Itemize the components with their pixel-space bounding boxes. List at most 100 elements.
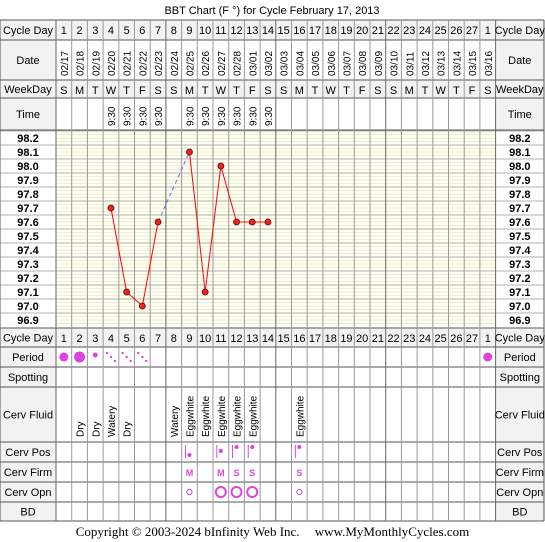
cycle-day-cell: 21 <box>372 25 384 37</box>
cycle-day-cell-2: 11 <box>215 333 226 345</box>
cycle-day-cell-2: 24 <box>419 333 431 345</box>
cycle-day-cell-2: 26 <box>450 333 462 345</box>
cycle-day-cell: 4 <box>108 25 114 37</box>
weekday-cell: S <box>170 85 177 97</box>
date-cell: 02/24 <box>170 51 181 76</box>
time-cell: 9:30 <box>264 106 275 126</box>
weekday-cell: T <box>343 85 350 97</box>
y-tick-label-right: 97.6 <box>509 217 530 229</box>
cycle-day-cell: 12 <box>230 25 242 37</box>
weekday-cell: T <box>312 85 319 97</box>
weekday-cell: F <box>469 85 476 97</box>
cycle-day-cell: 3 <box>92 25 98 37</box>
row-label-right-wd: WeekDay <box>496 84 544 96</box>
temp-line-segment <box>204 165 222 293</box>
row-label-right-date: Date <box>508 55 531 67</box>
row-label-bg <box>0 442 56 462</box>
row-label-bg <box>0 347 56 367</box>
time-cell: 9:30 <box>217 106 228 126</box>
row-label-bg-right <box>495 80 544 98</box>
row-label-bg-right <box>495 442 544 462</box>
y-tick-label-left: 98.2 <box>17 133 38 145</box>
period-heavier-dot <box>74 351 86 363</box>
y-tick-label-left: 97.7 <box>17 203 38 215</box>
row-label-bg-right <box>495 98 544 130</box>
row-label-right-bd: BD <box>512 507 527 519</box>
cycle-day-cell: 9 <box>186 25 192 37</box>
cycle-day-cell-2: 12 <box>230 333 242 345</box>
row-label-fluid: Cerv Fluid <box>3 410 53 422</box>
site-link[interactable]: www.MyMonthlyCycles.com <box>314 524 470 539</box>
cerv-fluid-cell: Eggwhite <box>185 395 196 437</box>
date-cell: 03/14 <box>452 51 463 76</box>
row-label-right-period: Period <box>504 352 536 364</box>
cerv-opn-circle <box>230 486 243 498</box>
y-tick-label-left: 96.9 <box>17 315 38 327</box>
cycle-day-cell: 17 <box>309 25 321 37</box>
cycle-day-cell: 20 <box>356 25 368 37</box>
row-label-right-cd2: Cycle Day <box>495 333 545 345</box>
time-cell: 9:30 <box>185 106 196 126</box>
weekday-cell: T <box>233 85 240 97</box>
cerv-firm-cell: M <box>186 468 194 478</box>
cycle-day-cell-2: 1 <box>61 333 67 345</box>
time-cell: 9:30 <box>233 106 244 126</box>
row-label-bg-right <box>495 367 544 387</box>
row-label-bg-right <box>495 328 544 347</box>
temp-point <box>186 148 193 156</box>
date-cell: 03/03 <box>280 51 291 76</box>
row-label-bg <box>0 328 56 347</box>
cycle-day-cell: 18 <box>325 25 337 37</box>
row-label-right-firm: Cerv Firm <box>496 467 544 479</box>
row-label-right-cd1: Cycle Day <box>495 25 545 37</box>
cycle-day-cell-2: 16 <box>293 333 305 345</box>
y-tick-label-right: 98.2 <box>509 133 530 145</box>
cycle-day-cell-2: 17 <box>309 333 321 345</box>
cycle-day-cell: 8 <box>171 25 177 37</box>
y-tick-label-right: 97.0 <box>509 301 530 313</box>
weekday-cell: W <box>106 85 117 97</box>
cycle-day-cell: 1 <box>485 25 491 37</box>
cerv-pos-dot <box>218 449 223 453</box>
temp-point <box>248 218 256 226</box>
row-label-bg <box>0 40 56 80</box>
weekday-cell: F <box>139 85 146 97</box>
time-cell: 9:30 <box>201 106 212 126</box>
cerv-firm-cell: S <box>234 468 240 478</box>
cycle-day-cell-2: 4 <box>108 333 114 345</box>
cerv-pos-dot <box>234 445 239 449</box>
date-cell: 03/05 <box>311 51 322 76</box>
period-heavy-dot <box>59 352 69 362</box>
time-cell: 9:30 <box>138 106 149 126</box>
cerv-pos-dot <box>250 445 255 449</box>
temp-point <box>233 218 240 226</box>
cycle-day-cell-2: 10 <box>199 333 211 345</box>
y-tick-label-right: 97.3 <box>509 259 530 271</box>
cerv-firm-cell: S <box>249 468 255 478</box>
weekday-cell: F <box>249 85 256 97</box>
row-label-bg-right <box>495 40 544 80</box>
row-label-bg <box>0 482 56 502</box>
row-label-bg <box>0 367 56 387</box>
cerv-opn-circle <box>246 486 259 498</box>
weekday-cell: T <box>123 85 130 97</box>
cerv-firm-cell: S <box>296 468 302 478</box>
row-label-bg-right <box>495 482 544 502</box>
cerv-opn-circle <box>214 486 227 498</box>
cycle-day-cell-2: 5 <box>124 333 130 345</box>
cycle-day-cell-2: 2 <box>76 333 82 345</box>
y-tick-label-left: 97.4 <box>17 245 39 257</box>
row-label-spot: Spotting <box>8 372 48 384</box>
period-light-dot <box>109 355 113 359</box>
row-label-bg <box>0 98 56 130</box>
y-tick-label-left: 97.3 <box>17 259 38 271</box>
date-cell: 02/20 <box>107 51 118 76</box>
period-light-dot <box>121 351 124 355</box>
temp-line-segment <box>188 151 206 293</box>
weekday-cell: S <box>484 85 491 97</box>
y-tick-label-right: 97.1 <box>509 287 530 299</box>
cerv-fluid-cell: Eggwhite <box>295 395 306 437</box>
period-light-dot <box>129 359 132 363</box>
footer: Copyright © 2003-2024 bInfinity Web Inc.… <box>0 522 545 542</box>
cycle-day-cell: 1 <box>61 25 67 37</box>
